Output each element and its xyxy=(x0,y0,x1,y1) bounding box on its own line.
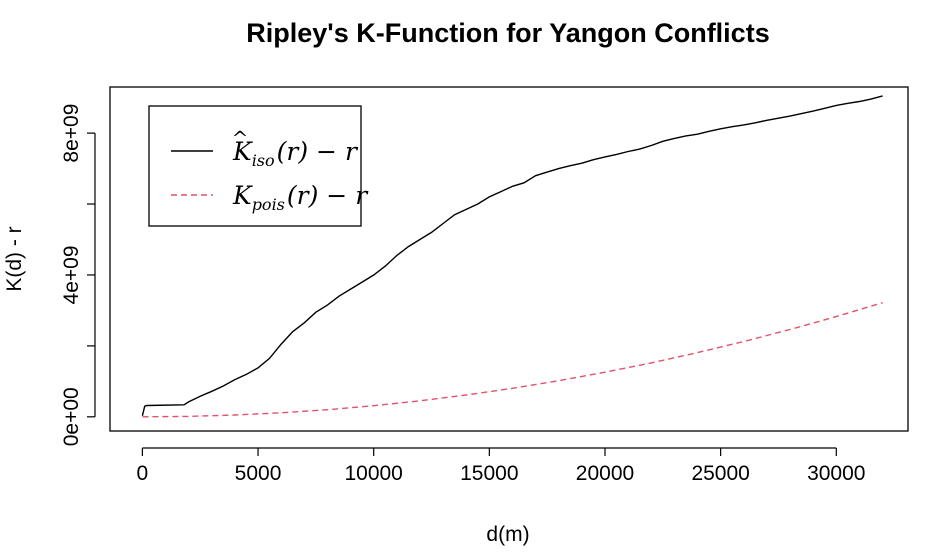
chart-title: Ripley's K-Function for Yangon Conflicts xyxy=(246,18,769,48)
y-axis-label: K(d) - r xyxy=(3,226,26,291)
plot-series xyxy=(141,95,883,418)
x-axis: 0 5000 10000 15000 20000 25000 30000 xyxy=(137,447,865,485)
legend-iso-sub: iso xyxy=(252,151,275,170)
legend-pois-main: K xyxy=(232,181,253,210)
legend-pois-rest: (r) − r xyxy=(287,181,369,210)
y-tick-label: 8e+09 xyxy=(60,104,83,163)
legend-label-pois: Kpois(r) − r xyxy=(232,181,369,214)
legend-label-iso: Kiso(r) − r xyxy=(232,137,359,170)
x-tick-label: 15000 xyxy=(460,462,518,485)
x-tick-label: 5000 xyxy=(235,462,282,485)
legend-iso-hat: ^ xyxy=(232,126,249,150)
x-tick-label: 10000 xyxy=(344,462,402,485)
y-tick-label: 4e+09 xyxy=(60,246,83,305)
x-tick-label: 20000 xyxy=(576,462,634,485)
x-tick-label: 0 xyxy=(137,462,149,485)
legend-pois-sub: pois xyxy=(252,195,285,214)
y-tick-label: 0e+00 xyxy=(60,387,83,446)
legend-box xyxy=(148,105,362,227)
series-line-0 xyxy=(141,95,883,416)
x-tick-label: 30000 xyxy=(807,462,865,485)
legend-iso-rest: (r) − r xyxy=(277,137,359,166)
legend-iso-main: K xyxy=(232,137,253,166)
y-axis: 0e+00 4e+09 8e+09 xyxy=(60,104,96,446)
x-axis-label: d(m) xyxy=(486,523,529,546)
legend: Kiso(r) − r ^ Kpois(r) − r xyxy=(148,105,369,227)
series-line-1 xyxy=(142,302,883,418)
x-tick-label: 25000 xyxy=(691,462,749,485)
plot-frame xyxy=(109,86,909,432)
